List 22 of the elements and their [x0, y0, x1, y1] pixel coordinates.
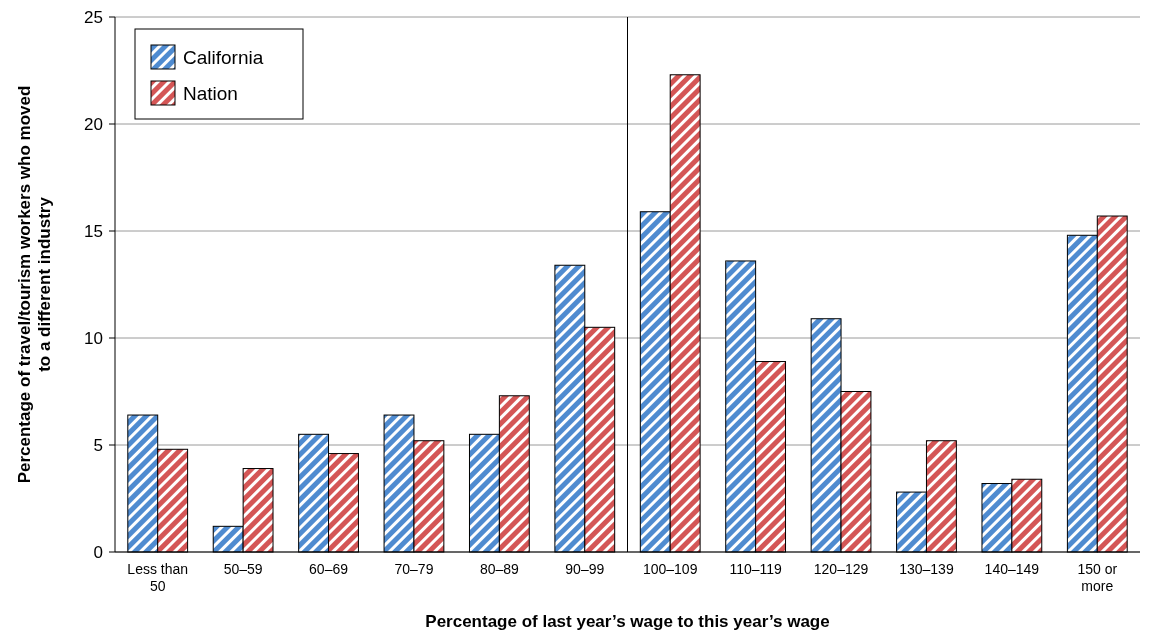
y-tick-label: 5: [93, 435, 103, 455]
y-axis-title: Percentage of travel/tourism workers who moved to a different industry: [15, 85, 54, 484]
x-tick-label: 140–149: [984, 561, 1040, 577]
x-tick-label: 130–139: [899, 561, 954, 577]
x-tick-label: 110–119: [729, 561, 783, 577]
x-tick-label: 80–89: [479, 561, 520, 577]
legend-label: California: [183, 46, 264, 68]
y-tick-label: 0: [93, 542, 103, 562]
y-tick-label: 25: [84, 7, 103, 27]
x-axis-title: Percentage of last year’s wage to this year’s wage: [425, 612, 830, 631]
y-tick-label: 15: [84, 221, 103, 241]
x-tick-label: 50–59: [223, 561, 263, 577]
x-tick-label: 150 or more: [1077, 561, 1118, 594]
x-tick-label: 90–99: [565, 561, 605, 577]
x-tick-label: 100–109: [642, 561, 698, 577]
y-tick-label: 20: [84, 114, 103, 134]
x-tick-label: 120–129: [813, 561, 869, 577]
y-tick-label: 10: [84, 328, 103, 348]
x-tick-label: 70–79: [394, 561, 434, 577]
x-tick-label: 60–69: [309, 561, 349, 577]
legend-label: Nation: [183, 82, 238, 104]
x-tick-label: Less than 50: [127, 561, 189, 594]
